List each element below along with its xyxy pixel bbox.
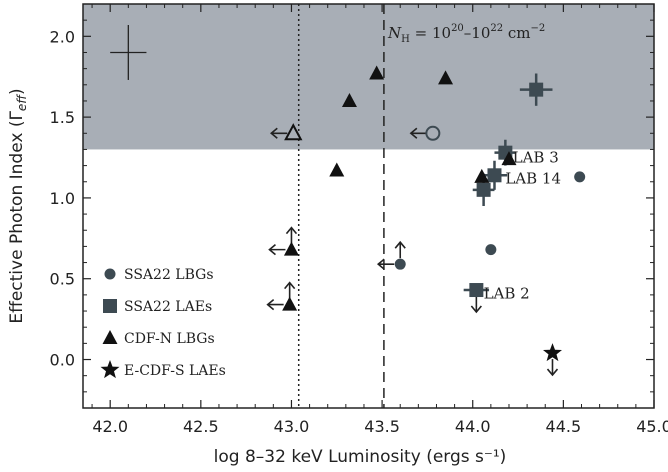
typical-error-bar: [110, 25, 147, 80]
point-label: LAB 3: [513, 149, 559, 167]
point-label: LAB 2: [484, 284, 530, 302]
lower-limit-arrowhead: [394, 240, 406, 249]
x-tick-label: 43.0: [274, 417, 310, 436]
axis-ticks: 42.0 42.5 43.0 43.5 44.0 44.5 45.0 0.0 0.5 1.0 1.5…: [50, 3, 668, 436]
legend-marker: [103, 299, 117, 313]
data-point: [284, 123, 303, 141]
data-point: [282, 296, 298, 311]
data-point: [543, 343, 562, 362]
data-point: [425, 125, 441, 141]
upper-limit-arrowhead: [409, 127, 418, 139]
legend-marker: [100, 360, 120, 379]
plot-frame: [82, 3, 655, 409]
x-tick-label: 42.0: [92, 417, 128, 436]
data-point: [487, 168, 502, 183]
upper-limit-arrowhead: [270, 127, 278, 139]
data-point: [574, 171, 586, 183]
data-point: [474, 168, 490, 183]
x-tick-label: 45.0: [636, 417, 668, 436]
legend-marker: [102, 330, 118, 344]
shaded-region: [83, 4, 654, 150]
y-tick-label: 0.5: [50, 270, 75, 289]
upper-limit-arrowhead: [268, 244, 276, 256]
upper-limit-arrowhead: [266, 298, 275, 311]
x-axis-title: log 8–32 keV Luminosity (ergs s⁻¹): [214, 447, 507, 467]
x-tick-label: 42.5: [183, 417, 219, 436]
legend-marker: [104, 268, 116, 280]
data-point: [329, 162, 345, 177]
data-point: [394, 258, 406, 270]
lower-limit-arrowhead: [284, 281, 296, 290]
y-tick-label: 0.0: [50, 351, 75, 370]
upper-limit-arrowhead: [376, 258, 385, 270]
legend-label: SSA22 LAEs: [124, 299, 212, 315]
data-point: [529, 82, 544, 97]
data-points: [266, 65, 586, 377]
data-point: [501, 151, 517, 166]
legend-label: E-CDF-S LAEs: [124, 363, 226, 379]
x-tick-label: 44.5: [546, 417, 582, 436]
nh-annotation: NH = 1020–1022 cm−2: [387, 23, 545, 45]
x-tick-label: 43.5: [364, 417, 400, 436]
reference-lines: [297, 4, 385, 408]
lower-limit-arrowhead: [285, 226, 298, 235]
data-point: [469, 283, 484, 298]
point-labels: LAB 3 LAB 14 LAB 2: [484, 149, 561, 303]
point-label: LAB 14: [505, 170, 561, 188]
data-point: [369, 65, 385, 80]
shaded-band: [83, 4, 654, 150]
y-tick-label: 1.5: [50, 108, 75, 127]
x-tick-label: 44.0: [455, 417, 491, 436]
upper-limit-arrowhead: [470, 305, 482, 314]
data-point: [438, 70, 454, 85]
y-tick-label: 2.0: [50, 27, 75, 46]
y-tick-label: 1.0: [50, 189, 75, 208]
upper-limit-arrowhead: [546, 368, 559, 377]
legend-label: CDF-N LBGs: [124, 331, 215, 347]
data-point: [476, 182, 491, 197]
data-point: [283, 241, 299, 256]
legend-label: SSA22 LBGs: [124, 267, 214, 283]
data-point: [341, 92, 357, 107]
y-axis-title: Effective Photon Index (Γeff): [7, 88, 29, 323]
legend: SSA22 LBGs SSA22 LAEs CDF-N LBGs E-CDF-S LA…: [100, 267, 226, 379]
data-point: [485, 244, 497, 256]
